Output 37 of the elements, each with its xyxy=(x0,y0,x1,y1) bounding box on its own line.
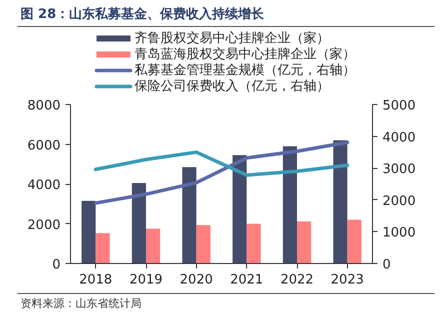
x-tick-label: 2023 xyxy=(330,272,364,288)
bar xyxy=(96,233,110,264)
x-tick-label: 2020 xyxy=(180,272,213,288)
bar xyxy=(82,200,96,264)
bar xyxy=(146,228,160,264)
y-tick-label: 8000 xyxy=(27,98,61,114)
legend-label: 齐鲁股权交易中心挂牌企业（家） xyxy=(134,30,330,46)
bar xyxy=(132,183,146,264)
y2-tick-label: 3000 xyxy=(382,162,416,178)
x-tick-label: 2021 xyxy=(230,272,264,288)
bar xyxy=(333,140,348,264)
bar xyxy=(347,220,362,264)
legend-label: 保险公司保费收入（亿元，右轴） xyxy=(134,79,330,94)
bar xyxy=(196,225,210,264)
y2-tick-label: 1000 xyxy=(382,226,416,241)
line-series xyxy=(94,140,350,205)
y-tick-label: 4000 xyxy=(27,178,61,193)
y2-tick-label: 5000 xyxy=(382,98,416,114)
y-tick-label: 6000 xyxy=(27,138,61,154)
y2-tick-label: 0 xyxy=(382,258,391,272)
y-tick-label: 2000 xyxy=(27,218,61,233)
bar xyxy=(297,221,312,264)
bar xyxy=(282,146,297,264)
chart-title: 图 28：山东私募基金、保费收入持续增长 xyxy=(20,6,266,22)
bar xyxy=(182,167,196,264)
x-tick-label: 2019 xyxy=(129,272,163,288)
bar xyxy=(232,155,247,264)
y2-tick-label: 4000 xyxy=(382,130,416,146)
y-tick-label: 0 xyxy=(52,258,61,272)
text: 资料来源：山东省统计局 xyxy=(20,297,142,310)
y2-tick-label: 2000 xyxy=(382,194,416,209)
x-tick-label: 2022 xyxy=(280,272,314,288)
legend-label: 私募基金管理基金规模（亿元，右轴） xyxy=(134,63,356,78)
legend-label: 青岛蓝海股权交易中心挂牌企业（家） xyxy=(134,46,356,62)
line-series xyxy=(94,150,350,177)
bar xyxy=(246,224,261,264)
x-tick-label: 2018 xyxy=(79,272,112,288)
